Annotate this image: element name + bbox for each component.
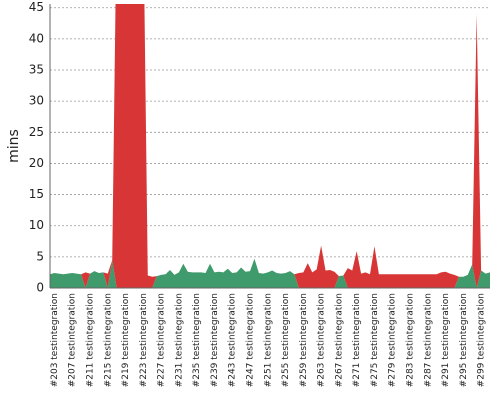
x-tick-label: #243 testintegration	[228, 293, 238, 387]
x-tick-label: #255 testintegration	[281, 293, 291, 387]
x-tick-label: #271 testintegration	[352, 293, 362, 387]
x-tick-label: #227 testintegration	[157, 293, 167, 387]
y-tick-label: 25	[29, 125, 44, 139]
x-tick-label: #287 testintegration	[423, 293, 433, 387]
x-tick-label: #235 testintegration	[192, 293, 202, 387]
area	[50, 258, 490, 288]
x-tick-label: #211 testintegration	[86, 293, 96, 387]
y-tick-label: 10	[29, 218, 44, 232]
x-tick-label: #219 testintegration	[121, 293, 131, 387]
y-tick-label: 15	[29, 187, 44, 201]
x-tick-label: #279 testintegration	[388, 293, 398, 387]
x-tick-label: #231 testintegration	[174, 293, 184, 387]
x-tick-label: #291 testintegration	[441, 293, 451, 387]
y-tick-label: 0	[36, 281, 44, 295]
y-axis-label: mins	[6, 129, 22, 163]
x-tick-label: #283 testintegration	[406, 293, 416, 387]
x-tick-label: #203 testintegration	[50, 293, 60, 387]
y-tick-label: 40	[29, 31, 44, 45]
x-tick-label: #215 testintegration	[103, 293, 113, 387]
plot-area	[50, 4, 490, 288]
x-tick-label: #295 testintegration	[459, 293, 469, 387]
x-tick-label: #251 testintegration	[263, 293, 273, 387]
y-tick-label: 5	[36, 249, 44, 263]
x-tick-label: #223 testintegration	[139, 293, 149, 387]
x-tick-label: #207 testintegration	[68, 293, 78, 387]
x-tick-label: #275 testintegration	[370, 293, 380, 387]
y-tick-label: 20	[29, 156, 44, 170]
x-tick-label: #247 testintegration	[246, 293, 256, 387]
x-tick-label: #239 testintegration	[210, 293, 220, 387]
x-tick-label: #259 testintegration	[299, 293, 309, 387]
y-tick-label: 35	[29, 63, 44, 77]
x-tick-label: #267 testintegration	[334, 293, 344, 387]
x-tick-label: #299 testintegration	[477, 293, 487, 387]
y-tick-label: 45	[29, 0, 44, 14]
area	[50, 4, 490, 288]
y-tick-label: 30	[29, 94, 44, 108]
x-tick-label: #263 testintegration	[317, 293, 327, 387]
